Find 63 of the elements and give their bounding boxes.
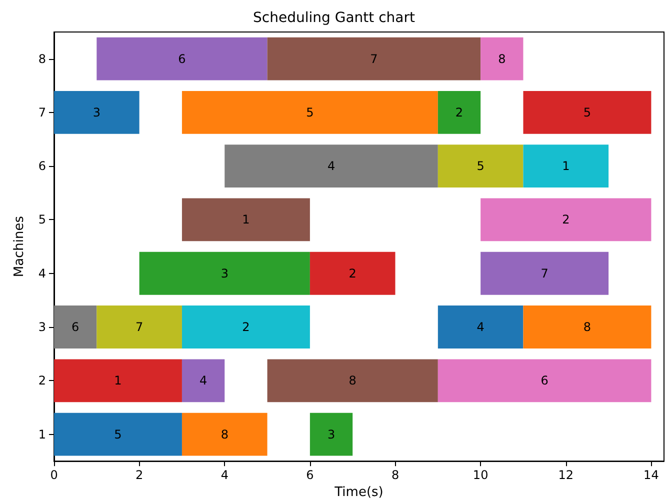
x-tick-label: 14 (644, 468, 659, 482)
annotation: 1 (242, 212, 250, 227)
x-tick-label: 4 (220, 468, 228, 482)
chart-title: Scheduling Gantt chart (253, 10, 416, 26)
bar (267, 37, 481, 80)
annotation: 5 (476, 159, 484, 174)
annotation: 2 (242, 320, 250, 334)
bar (267, 359, 438, 402)
x-axis-title: Time(s) (334, 485, 384, 500)
annotation: 8 (348, 374, 356, 388)
annotation: 2 (562, 212, 570, 227)
bar (523, 91, 652, 134)
bar (182, 306, 310, 348)
bar (54, 306, 97, 348)
y-tick-label: 5 (38, 212, 46, 227)
annotation: 1 (114, 374, 122, 388)
bar (523, 144, 609, 188)
annotation: 1 (562, 159, 570, 174)
annotation: 5 (306, 105, 314, 120)
bar (182, 359, 225, 402)
bar (523, 306, 652, 348)
x-tick-label: 12 (558, 468, 574, 482)
bar (310, 412, 353, 456)
annotation: 5 (583, 105, 592, 120)
annotation: 6 (178, 52, 186, 66)
annotation: 4 (327, 159, 336, 174)
bar (438, 359, 652, 402)
y-axis-title: Machines (12, 216, 27, 278)
annotation: 8 (498, 52, 506, 66)
annotation: 2 (455, 105, 464, 120)
bar (96, 37, 268, 80)
y-tick-label: 2 (38, 374, 46, 388)
x-tick-label: 10 (472, 468, 488, 482)
annotation: 7 (540, 266, 548, 280)
x-tick-label: 0 (50, 468, 58, 482)
annotation: 3 (92, 105, 100, 120)
bar (480, 252, 609, 295)
bar (182, 198, 310, 242)
annotation: 8 (220, 427, 228, 442)
y-tick-label: 3 (38, 320, 46, 334)
annotation: 6 (540, 374, 548, 388)
bar (438, 144, 524, 188)
annotation: 5 (114, 427, 122, 442)
y-tick-label: 6 (38, 159, 46, 174)
annotation: 4 (476, 320, 484, 334)
annotation: 6 (72, 320, 80, 334)
y-tick-label: 4 (38, 266, 46, 280)
annotation: 3 (220, 266, 228, 280)
annotation: 3 (327, 427, 336, 442)
bar (96, 306, 182, 348)
x-tick-label: 2 (135, 468, 144, 482)
y-tick-label: 1 (38, 427, 46, 442)
annotation: 4 (199, 374, 208, 388)
bar (438, 91, 481, 134)
annotation: 2 (348, 266, 356, 280)
y-tick-label: 7 (38, 105, 46, 120)
x-tick-label: 8 (391, 468, 400, 482)
annotation: 7 (135, 320, 144, 334)
annotation: 8 (583, 320, 592, 334)
x-tick-label: 6 (306, 468, 314, 482)
y-tick-label: 8 (38, 52, 46, 66)
annotation: 7 (370, 52, 378, 66)
bar (224, 144, 438, 188)
